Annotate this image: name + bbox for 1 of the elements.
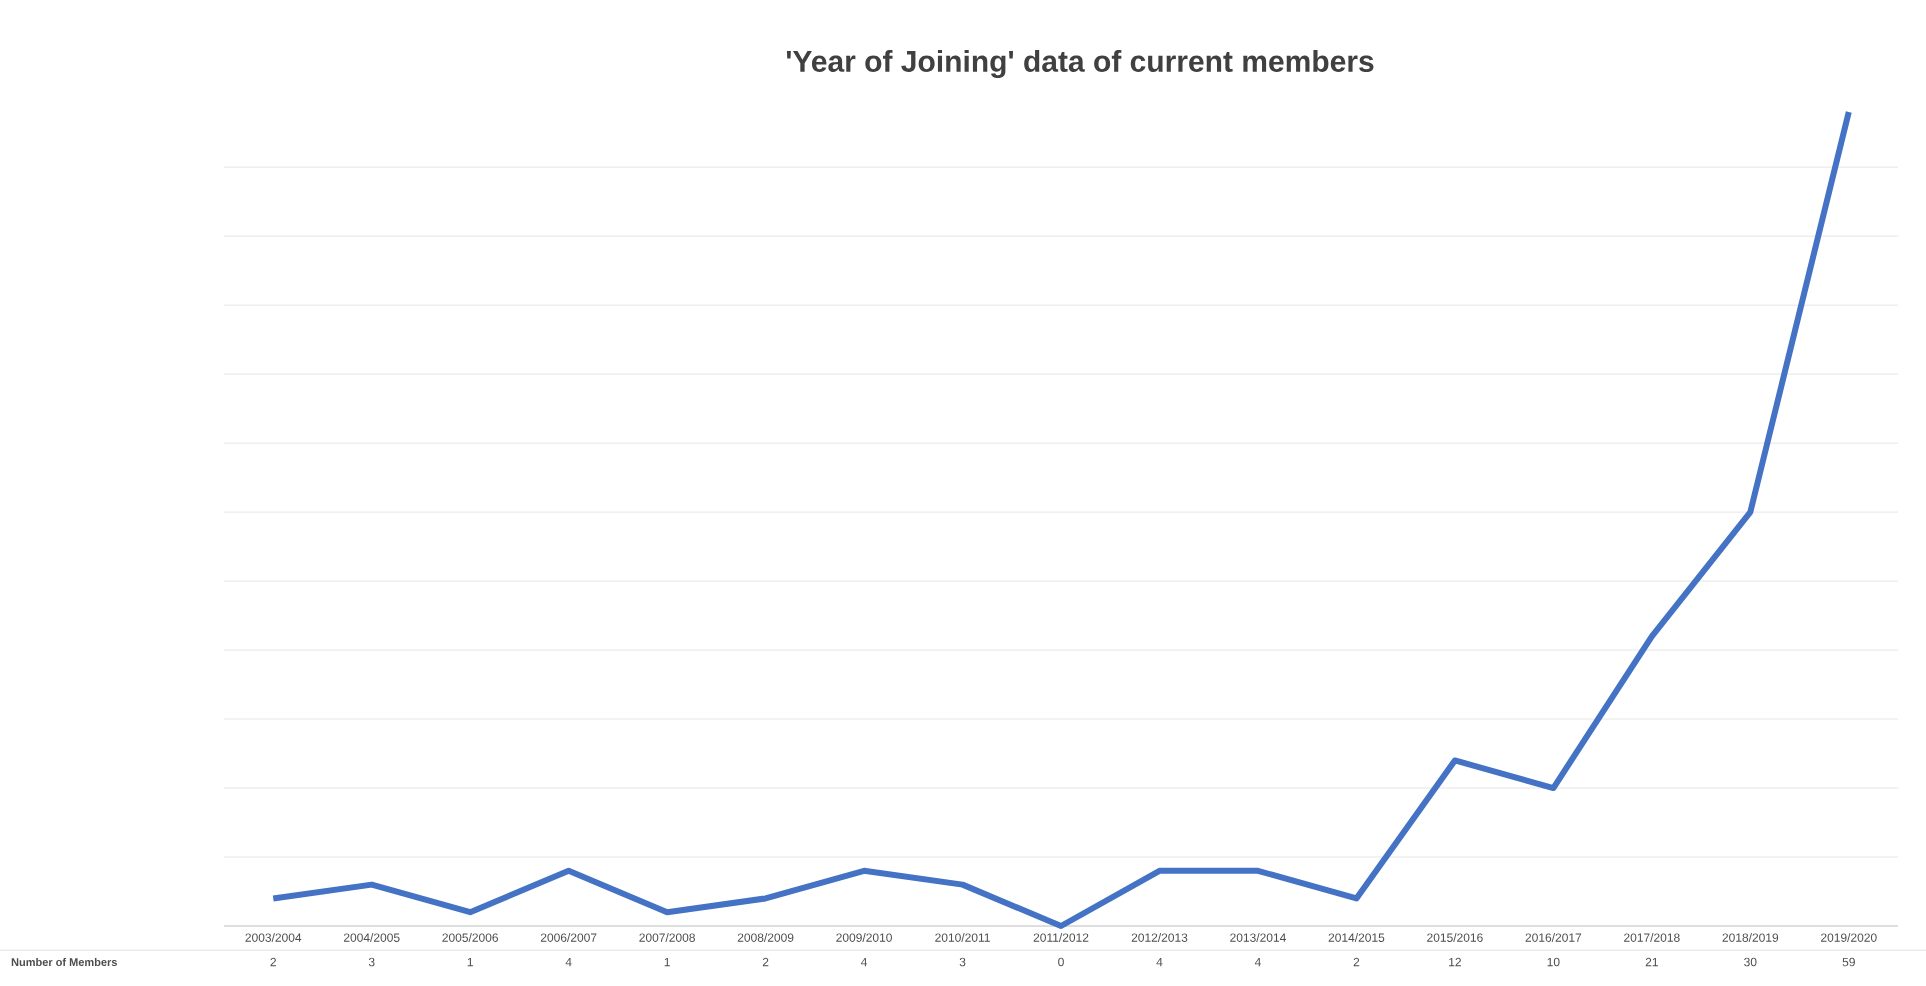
chart-title: 'Year of Joining' data of current members [786,49,1374,79]
